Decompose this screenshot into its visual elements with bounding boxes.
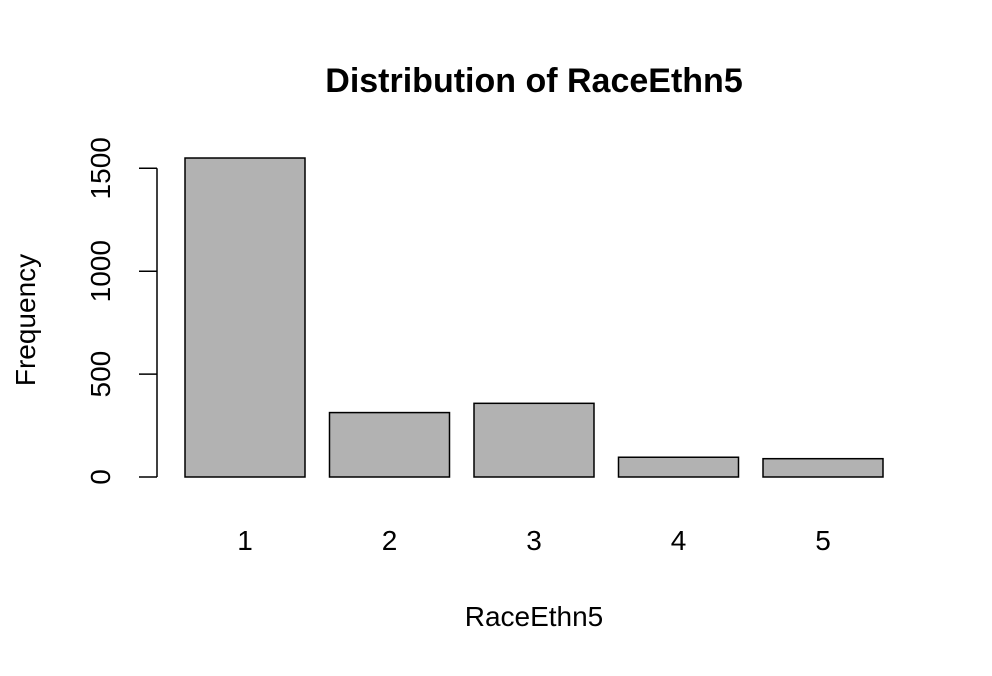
y-tick-label: 1000 (85, 240, 116, 302)
bar (473, 402, 595, 478)
y-axis-label: Frequency (10, 254, 41, 386)
x-tick-label: 2 (382, 525, 398, 556)
bar (184, 157, 306, 478)
x-tick-label: 1 (237, 525, 253, 556)
y-tick-label: 500 (85, 351, 116, 398)
x-axis-label: RaceEthn5 (465, 601, 604, 632)
x-tick-label: 5 (815, 525, 831, 556)
x-tick-labels: 1 2 3 4 5 (237, 525, 831, 556)
bar (762, 457, 884, 478)
x-tick-label: 4 (671, 525, 687, 556)
x-tick-label: 3 (526, 525, 542, 556)
bar (617, 456, 740, 478)
y-tick-label: 1500 (85, 137, 116, 199)
y-axis: 0 500 1000 1500 (85, 137, 158, 485)
bars (184, 157, 884, 478)
chart-title: Distribution of RaceEthn5 (325, 62, 742, 100)
y-tick-label: 0 (85, 469, 116, 485)
bar (328, 411, 451, 478)
